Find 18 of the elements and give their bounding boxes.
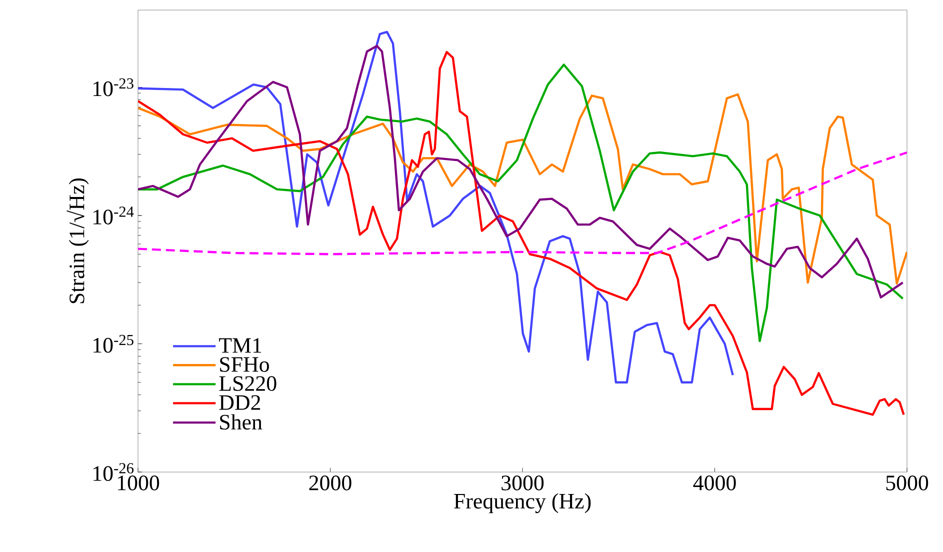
x-axis-title: Frequency (Hz) — [454, 493, 591, 514]
legend-label: Shen — [220, 414, 262, 430]
legend-label: SFHo — [220, 357, 269, 372]
x-tick-label: 5000 — [886, 476, 928, 490]
x-tick-label: 2000 — [309, 476, 352, 490]
legend-label: DD2 — [219, 395, 260, 410]
x-tick-label: 4000 — [693, 476, 736, 490]
line-series — [138, 151, 908, 256]
y-axis-title: Strain (1/√Hz) — [66, 178, 89, 304]
line-series — [138, 51, 905, 416]
legend-label: TM1 — [219, 338, 262, 353]
line-series — [138, 93, 908, 285]
y-tick-label: 10$^{-25}$ — [94, 334, 134, 353]
legend-label: LS220 — [219, 376, 276, 391]
y-tick-label: 10$^{-23}$ — [94, 78, 134, 96]
line-series — [138, 44, 904, 298]
y-tick-label: 10$^{-24}$ — [94, 206, 134, 224]
x-tick-label: 3000 — [502, 476, 544, 490]
